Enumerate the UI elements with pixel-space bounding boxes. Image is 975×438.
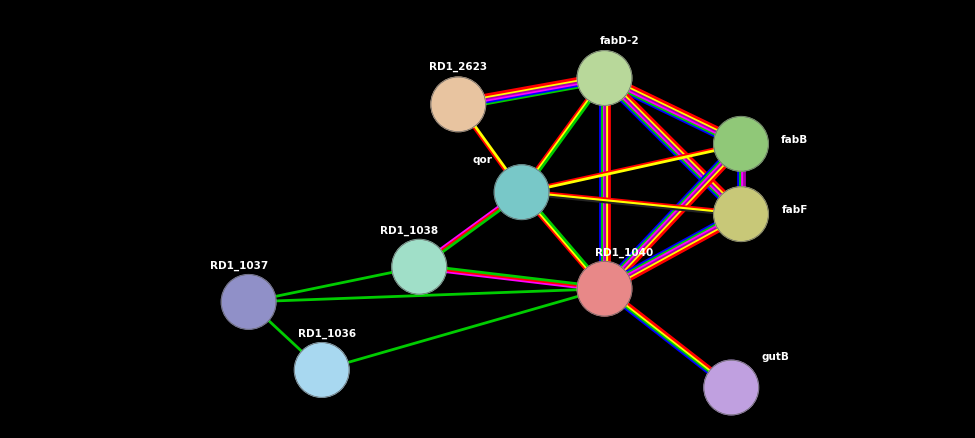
Text: RD1_1036: RD1_1036: [297, 328, 356, 339]
Ellipse shape: [431, 78, 486, 132]
Text: fabB: fabB: [781, 134, 808, 145]
Text: gutB: gutB: [761, 351, 789, 361]
Ellipse shape: [714, 187, 768, 242]
Text: qor: qor: [473, 154, 492, 164]
Ellipse shape: [704, 360, 759, 415]
Text: fabF: fabF: [781, 205, 808, 215]
Ellipse shape: [494, 166, 549, 220]
Ellipse shape: [392, 240, 447, 294]
Text: RD1_1040: RD1_1040: [595, 247, 653, 258]
Text: RD1_2623: RD1_2623: [429, 62, 488, 72]
Ellipse shape: [221, 275, 276, 329]
Ellipse shape: [577, 52, 632, 106]
Ellipse shape: [714, 117, 768, 172]
Ellipse shape: [294, 343, 349, 397]
Ellipse shape: [577, 262, 632, 316]
Text: RD1_1037: RD1_1037: [210, 261, 268, 271]
Text: fabD-2: fabD-2: [600, 36, 639, 46]
Text: RD1_1038: RD1_1038: [380, 226, 439, 236]
